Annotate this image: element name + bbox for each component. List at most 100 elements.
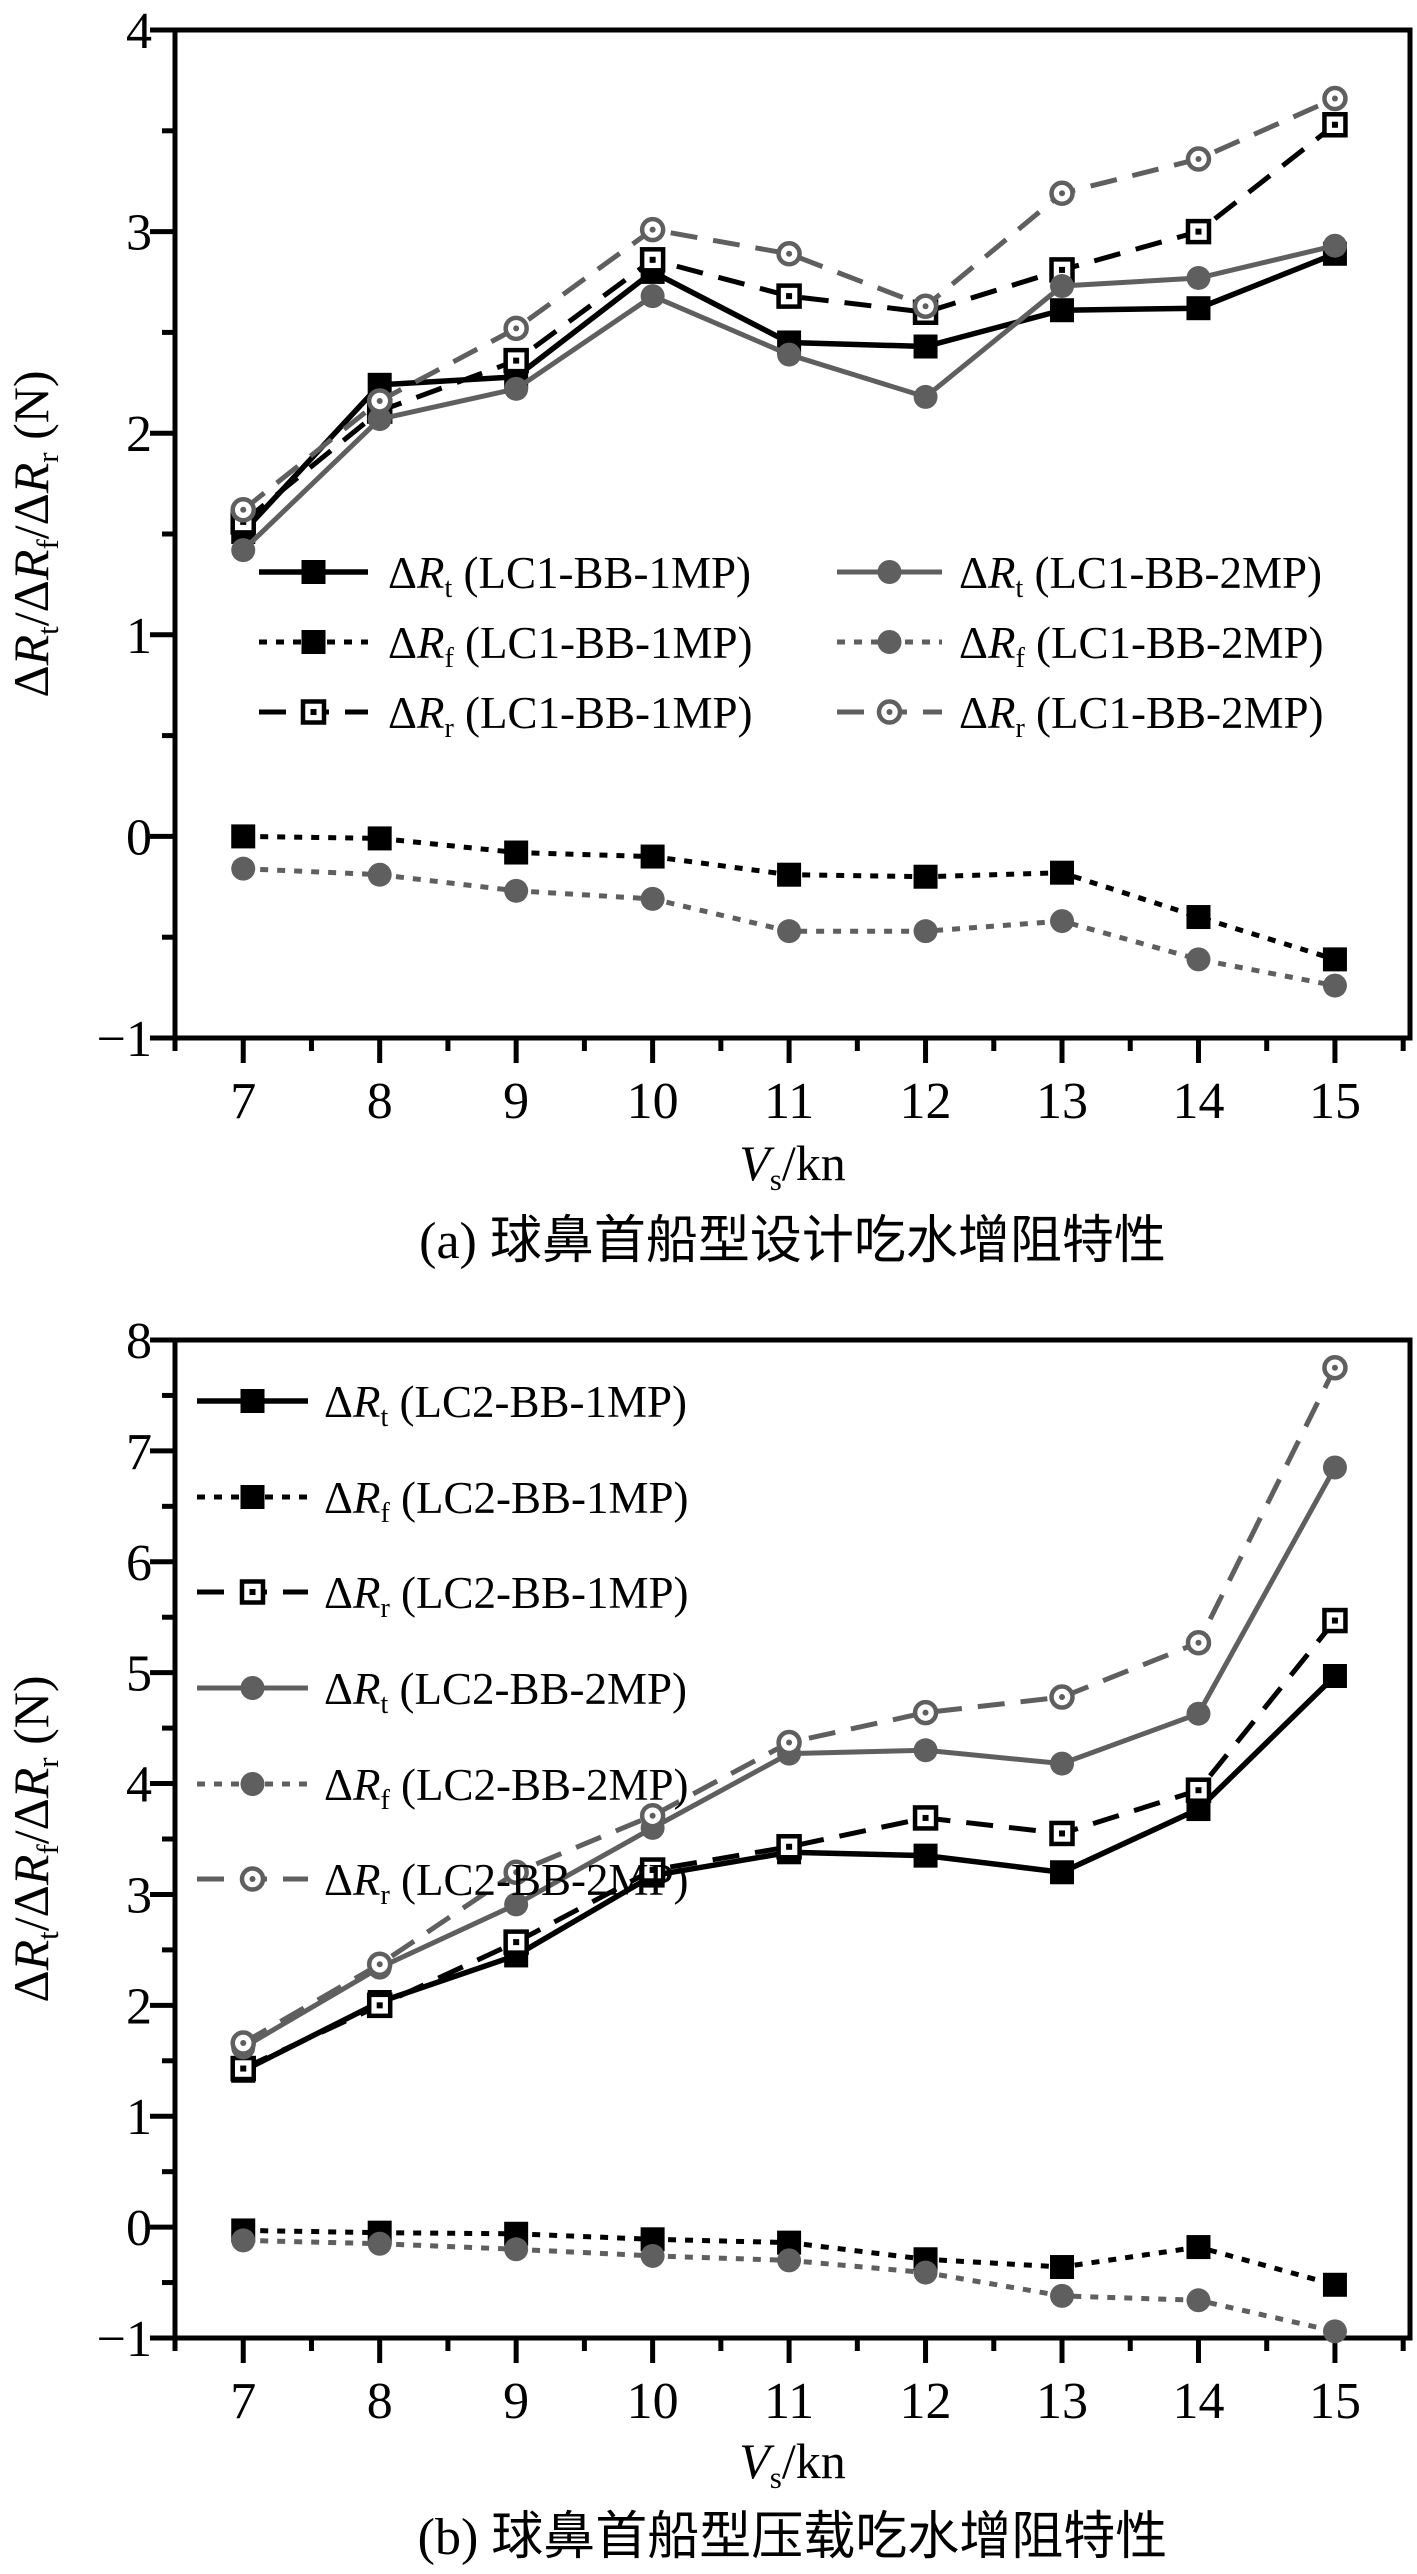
marker-circle-dot	[786, 1739, 793, 1746]
marker-circle-filled	[913, 1738, 938, 1763]
y-axis-b: −1 0 1 2 3 4 5 6 7 8	[97, 1313, 175, 2368]
marker-square-filled	[240, 1485, 265, 1509]
marker-circle-dot	[240, 2040, 247, 2047]
marker-square-filled	[1050, 2255, 1075, 2280]
marker-circle-filled	[640, 886, 665, 911]
y-tick-label: 6	[126, 1535, 152, 1592]
marker-circle-dot	[1059, 1694, 1066, 1701]
series-rf-lc1-bb-1mp	[231, 824, 1347, 972]
x-axis-a: 7 8 9 10 11 12 13 14 15	[172, 1038, 1406, 1130]
marker-circle-filled	[367, 2231, 392, 2256]
legend-label: ΔRt (LC2-BB-2MP)	[324, 1664, 687, 1720]
x-axis-title-b: Vs/kn	[739, 2433, 846, 2495]
y-tick-label: 0	[126, 809, 152, 866]
y-tick-label: 1	[126, 2089, 152, 2146]
marker-circle-filled	[504, 2237, 529, 2262]
marker-circle-filled	[231, 2228, 256, 2253]
marker-circle-dot	[1195, 156, 1202, 163]
legend-b: ΔRt (LC2-BB-1MP) ΔRf (LC2-BB-1MP) ΔRr (LC2…	[197, 1377, 689, 1911]
y-tick-label: 2	[126, 406, 152, 463]
series-markers	[231, 824, 1347, 972]
series-markers	[231, 2218, 1347, 2297]
marker-square-dot	[1059, 1830, 1066, 1837]
x-axis-b: 7 8 9 10 11 12 13 14 15	[172, 2338, 1406, 2430]
series-markers	[230, 85, 1348, 523]
marker-square-dot	[1195, 228, 1202, 235]
series-markers	[230, 1354, 1348, 2056]
legend-a: ΔRt (LC1-BB-1MP) ΔRf (LC1-BB-1MP) ΔRr (LC1…	[259, 548, 1324, 744]
legend-item-rf-lc2-bb-1mp: ΔRf (LC2-BB-1MP)	[197, 1473, 689, 1529]
series-rr-lc1-bb-1mp	[230, 112, 1348, 535]
legend-item-rt-lc1-bb-2mp: ΔRt (LC1-BB-2MP)	[837, 548, 1322, 604]
marker-square-filled	[1186, 296, 1211, 321]
x-tick-label: 15	[1309, 2373, 1361, 2430]
marker-circle-filled	[1186, 265, 1211, 290]
marker-circle-dot	[922, 1709, 929, 1716]
marker-circle-dot	[649, 226, 656, 233]
marker-square-dot	[922, 1814, 929, 1821]
legend-label: ΔRt (LC1-BB-2MP)	[959, 548, 1322, 604]
legend-item-rt-lc1-bb-1mp: ΔRt (LC1-BB-1MP)	[259, 548, 751, 604]
y-tick-label: 4	[126, 3, 152, 60]
marker-square-dot	[786, 1843, 793, 1850]
marker-square-filled	[1186, 905, 1211, 930]
marker-circle-dot	[376, 397, 383, 404]
marker-circle-filled	[877, 560, 902, 584]
x-tick-label: 11	[764, 2373, 814, 2430]
series-rr-lc2-bb-1mp	[230, 1607, 1348, 2082]
x-tick-label: 7	[230, 1073, 256, 1130]
x-tick-label: 14	[1172, 1073, 1224, 1130]
marker-square-dot	[240, 2065, 247, 2072]
legend-item-rr-lc2-bb-2mp: ΔRr (LC2-BB-2MP)	[197, 1855, 689, 1911]
legend-label: ΔRf (LC1-BB-2MP)	[959, 618, 1324, 674]
marker-square-filled	[1050, 860, 1075, 885]
legend-item-rr-lc2-bb-1mp: ΔRr (LC2-BB-1MP)	[197, 1568, 689, 1624]
x-tick-label: 7	[230, 2373, 256, 2430]
series-rt-lc1-bb-2mp	[231, 233, 1347, 563]
marker-square-dot	[513, 357, 520, 364]
marker-square-filled	[1050, 1860, 1075, 1885]
marker-circle-filled	[1050, 2283, 1075, 2308]
marker-circle-filled	[1322, 973, 1347, 998]
marker-circle-dot	[240, 506, 247, 513]
marker-square-filled	[1322, 947, 1347, 972]
marker-circle-filled	[504, 878, 529, 903]
marker-circle-filled	[777, 2248, 802, 2273]
marker-circle-filled	[877, 630, 902, 654]
legend-item-rt-lc2-bb-2mp: ΔRt (LC2-BB-2MP)	[197, 1664, 687, 1720]
marker-circle-filled	[1050, 1751, 1075, 1776]
marker-square-filled	[231, 824, 256, 849]
y-axis-a: −1 0 1 2 3 4	[97, 3, 175, 1068]
series-line	[242, 1618, 1337, 2071]
plot-frame-a	[172, 27, 1413, 1041]
marker-circle-dot	[376, 1961, 383, 1968]
chart-panel-b: 7 8 9 10 11 12 13 14 15−1012345678Vs/knΔRt/ΔRf/Δ…	[3, 1313, 1413, 2495]
marker-square-dot	[649, 1867, 656, 1874]
series-rt-lc2-bb-2mp	[231, 1455, 1347, 2060]
marker-circle-filled	[1322, 2319, 1347, 2344]
marker-circle-filled	[231, 538, 256, 563]
marker-circle-dot	[1331, 1364, 1338, 1371]
legend-label: ΔRf (LC1-BB-1MP)	[388, 618, 753, 674]
x-tick-label: 12	[900, 1073, 952, 1130]
marker-circle-filled	[504, 376, 529, 401]
marker-square-filled	[913, 334, 938, 359]
marker-circle-filled	[1322, 233, 1347, 258]
marker-circle-filled	[240, 1676, 265, 1700]
marker-square-filled	[640, 844, 665, 869]
x-tick-label: 11	[764, 1073, 814, 1130]
series-rr-lc1-bb-2mp	[230, 85, 1348, 523]
marker-circle-dot	[922, 303, 929, 310]
marker-circle-dot	[886, 709, 893, 715]
marker-circle-filled	[913, 919, 938, 944]
marker-circle-filled	[1186, 947, 1211, 972]
legend-label: ΔRf (LC2-BB-2MP)	[324, 1760, 689, 1816]
y-tick-label: 8	[126, 1313, 152, 1370]
series-rf-lc2-bb-1mp	[231, 2218, 1347, 2297]
y-tick-label: 1	[126, 608, 152, 665]
legend-label: ΔRr (LC1-BB-2MP)	[959, 688, 1324, 744]
marker-square-dot	[1331, 1617, 1338, 1624]
y-axis-title-a: ΔRt/ΔRf/ΔRr (N)	[3, 370, 65, 697]
marker-square-dot	[310, 709, 317, 715]
